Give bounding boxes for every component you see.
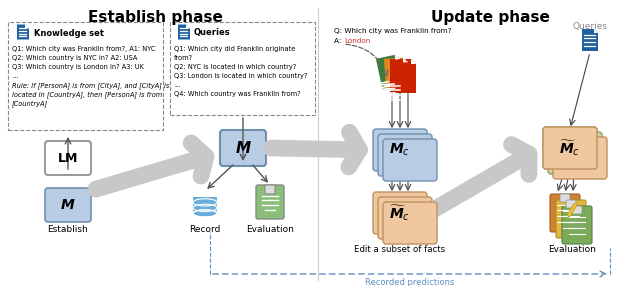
FancyBboxPatch shape bbox=[220, 130, 266, 166]
FancyBboxPatch shape bbox=[543, 127, 597, 169]
FancyBboxPatch shape bbox=[45, 141, 91, 175]
FancyBboxPatch shape bbox=[560, 194, 570, 202]
Text: $\widetilde{\boldsymbol{M}}_c$: $\widetilde{\boldsymbol{M}}_c$ bbox=[389, 203, 411, 223]
FancyBboxPatch shape bbox=[265, 185, 275, 194]
Polygon shape bbox=[178, 25, 190, 39]
Text: Edit a subset of facts: Edit a subset of facts bbox=[355, 245, 445, 254]
Text: Q2: NYC is located in which country?: Q2: NYC is located in which country? bbox=[174, 64, 296, 70]
Polygon shape bbox=[25, 25, 29, 29]
Polygon shape bbox=[390, 59, 416, 93]
Text: Rule: If [PersonA] is from [CityA], and [CityA] is: Rule: If [PersonA] is from [CityA], and … bbox=[12, 82, 170, 89]
Text: Queries: Queries bbox=[573, 22, 607, 31]
Text: Establish phase: Establish phase bbox=[88, 10, 223, 25]
Text: Q2: Which country is NYC in? A2: USA: Q2: Which country is NYC in? A2: USA bbox=[12, 55, 138, 61]
FancyBboxPatch shape bbox=[170, 22, 315, 115]
FancyBboxPatch shape bbox=[378, 134, 432, 176]
Bar bbox=[193, 196, 217, 213]
FancyBboxPatch shape bbox=[572, 206, 582, 214]
Polygon shape bbox=[394, 55, 401, 60]
Text: Queries: Queries bbox=[194, 29, 230, 37]
Polygon shape bbox=[376, 55, 406, 90]
Polygon shape bbox=[582, 29, 598, 51]
Polygon shape bbox=[594, 29, 598, 33]
FancyBboxPatch shape bbox=[566, 200, 576, 208]
Text: Evaluation: Evaluation bbox=[548, 245, 596, 254]
Text: [CountryA]: [CountryA] bbox=[12, 100, 48, 107]
FancyBboxPatch shape bbox=[383, 202, 437, 244]
Polygon shape bbox=[17, 25, 29, 39]
FancyBboxPatch shape bbox=[543, 127, 597, 169]
Polygon shape bbox=[411, 59, 416, 64]
Text: Q1: Which city did Franklin originate: Q1: Which city did Franklin originate bbox=[174, 46, 296, 52]
Text: Recorded predictions: Recorded predictions bbox=[365, 278, 454, 286]
Text: ...: ... bbox=[174, 82, 180, 88]
Ellipse shape bbox=[193, 210, 217, 217]
Text: Q: Which city was Franklin from?: Q: Which city was Franklin from? bbox=[334, 28, 451, 34]
FancyBboxPatch shape bbox=[562, 206, 592, 244]
Text: Q4: Which country was Franklin from?: Q4: Which country was Franklin from? bbox=[174, 91, 301, 97]
Text: $\boldsymbol{M}$: $\boldsymbol{M}$ bbox=[235, 140, 252, 156]
Polygon shape bbox=[403, 57, 408, 63]
Text: ...: ... bbox=[12, 73, 19, 79]
FancyBboxPatch shape bbox=[378, 197, 432, 239]
FancyBboxPatch shape bbox=[8, 22, 163, 130]
Text: London: London bbox=[344, 38, 371, 44]
Text: Update phase: Update phase bbox=[431, 10, 549, 25]
Polygon shape bbox=[186, 25, 190, 29]
FancyBboxPatch shape bbox=[373, 192, 427, 234]
FancyBboxPatch shape bbox=[45, 188, 91, 222]
Text: Q3: Which country is London in? A3: UK: Q3: Which country is London in? A3: UK bbox=[12, 64, 144, 70]
Text: LM: LM bbox=[58, 152, 78, 164]
FancyBboxPatch shape bbox=[556, 200, 586, 238]
Text: Q3: London is located in which country?: Q3: London is located in which country? bbox=[174, 73, 307, 79]
FancyBboxPatch shape bbox=[256, 185, 284, 219]
FancyBboxPatch shape bbox=[553, 137, 607, 179]
Text: from?: from? bbox=[174, 55, 193, 61]
FancyBboxPatch shape bbox=[550, 194, 580, 232]
Text: A:: A: bbox=[334, 38, 344, 44]
Text: $\widetilde{\boldsymbol{M}}_c$: $\widetilde{\boldsymbol{M}}_c$ bbox=[559, 138, 580, 158]
Text: Evaluation: Evaluation bbox=[246, 225, 294, 234]
FancyBboxPatch shape bbox=[373, 129, 427, 171]
FancyBboxPatch shape bbox=[548, 132, 602, 174]
Text: $\boldsymbol{M}_c$: $\boldsymbol{M}_c$ bbox=[389, 142, 411, 158]
Text: $\boldsymbol{M}$: $\boldsymbol{M}$ bbox=[60, 198, 76, 212]
Polygon shape bbox=[384, 57, 410, 91]
Text: Q1: Which city was Franklin from?, A1: NYC: Q1: Which city was Franklin from?, A1: N… bbox=[12, 46, 156, 52]
Text: Record: Record bbox=[189, 225, 221, 234]
FancyBboxPatch shape bbox=[383, 139, 437, 181]
Text: located in [CountryA], then [PersonA] is from: located in [CountryA], then [PersonA] is… bbox=[12, 91, 163, 98]
Text: Establish: Establish bbox=[47, 225, 88, 234]
Text: Knowledge set: Knowledge set bbox=[34, 29, 104, 37]
